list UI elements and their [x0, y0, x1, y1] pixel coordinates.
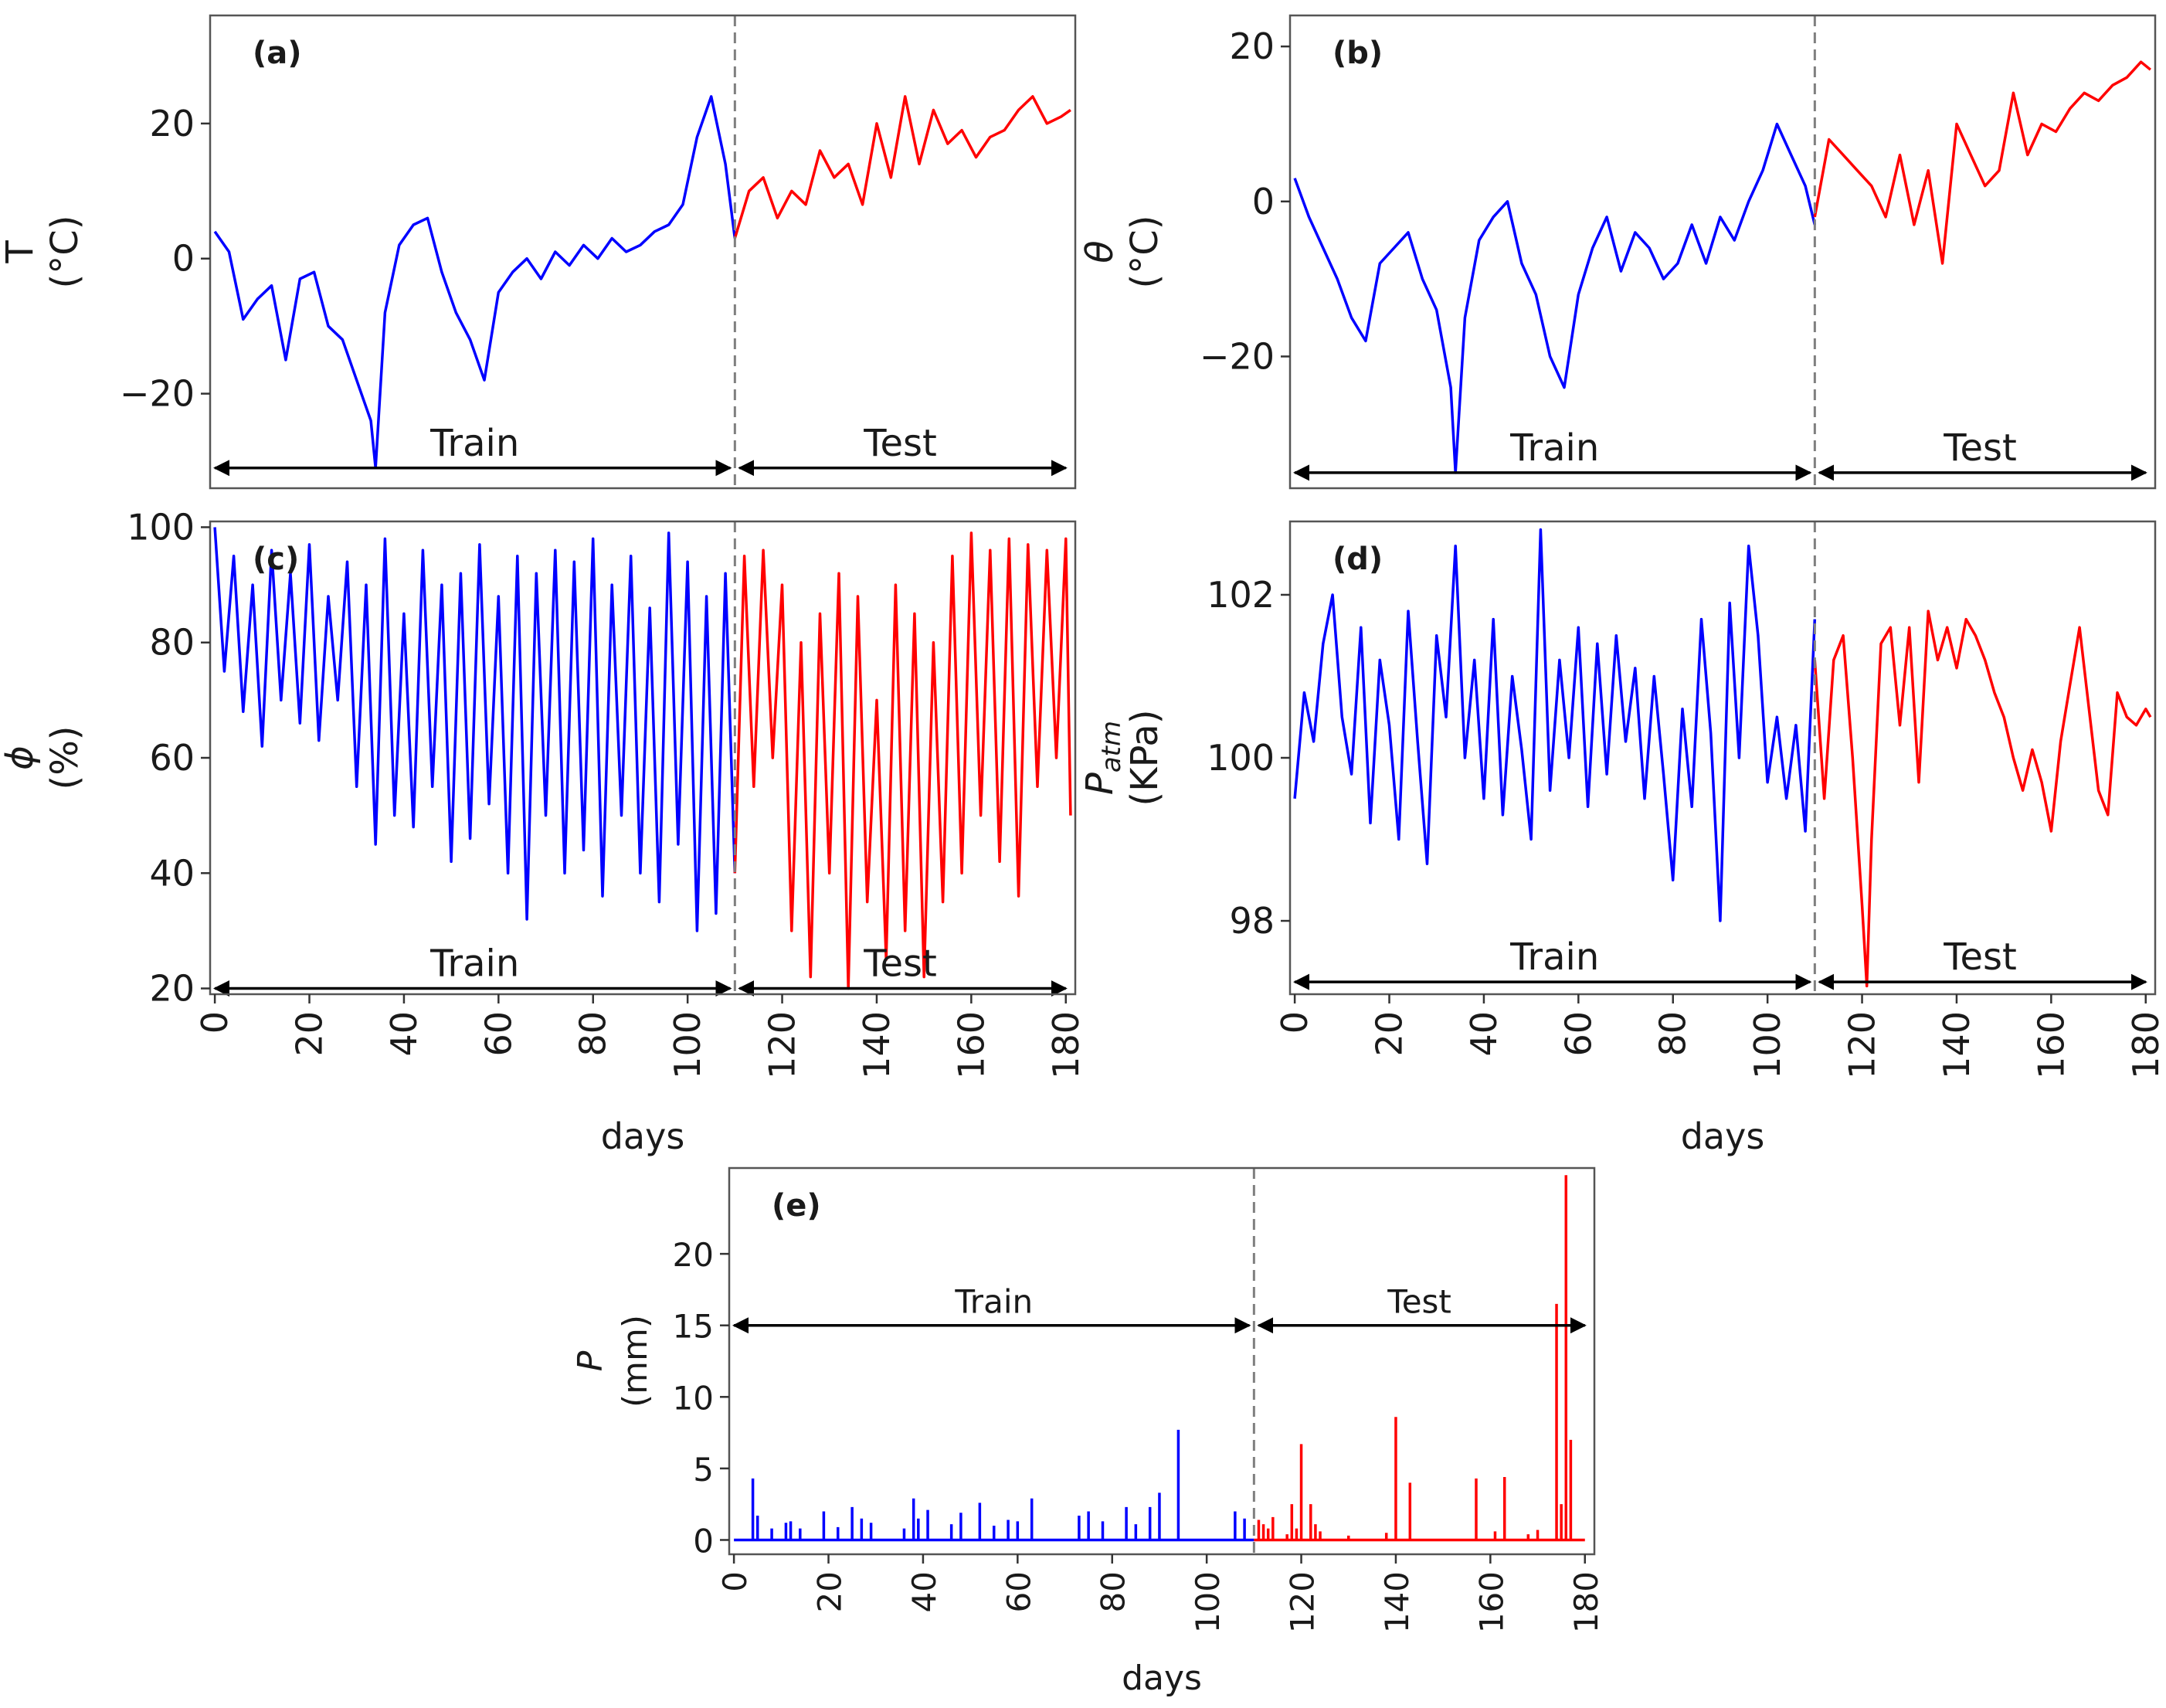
x-tick-label: 0 [716, 1571, 754, 1592]
series-d-train [1293, 528, 1817, 922]
panel-d: Train Test 98 100 102 0 20 40 60 80 100 120 140 160 18… [1078, 520, 2166, 1157]
y-tick-label: 20 [149, 103, 195, 144]
panel-e: Train Test 0 5 10 15 20 0 20 40 60 80 100 120 140 160 18… [571, 1166, 1605, 1698]
y-tick-label: 80 [149, 622, 195, 664]
x-axis-label: days [1681, 1115, 1765, 1157]
series-e-test [1254, 1175, 1585, 1542]
x-axis-label: days [1122, 1659, 1202, 1698]
x-tick-label: 140 [1936, 1011, 1978, 1079]
series-b-train [1293, 122, 1817, 474]
train-label: Train [429, 942, 519, 986]
x-tick-label: 0 [1274, 1011, 1316, 1034]
panel-tag: (c) [253, 542, 299, 577]
y-tick-label: 60 [149, 737, 195, 779]
x-tick-label: 80 [572, 1011, 614, 1057]
series-c-test [733, 531, 1072, 990]
x-tick-label: 100 [1189, 1571, 1227, 1633]
series-b-test [1813, 60, 2152, 265]
x-tick-label: 120 [1842, 1011, 1883, 1079]
y-axis-label: T(°C) [0, 216, 87, 289]
y-tick-label: 0 [693, 1522, 714, 1560]
x-tick-label: 160 [950, 1011, 992, 1079]
y-tick-label: 20 [149, 968, 195, 1010]
y-axis-label: P (mm) [571, 1315, 655, 1407]
x-tick-label: 140 [1378, 1571, 1416, 1633]
y-axis-label: θ(°C) [1078, 216, 1166, 289]
y-axis-label: ϕ(%) [0, 725, 87, 789]
test-label: Test [863, 422, 937, 465]
train-label: Train [1509, 935, 1599, 979]
x-tick-label: 40 [905, 1571, 943, 1612]
y-tick-label: −20 [1200, 335, 1275, 377]
axes-frame [209, 14, 1077, 490]
x-tick-label: 120 [762, 1011, 803, 1079]
x-tick-label: 80 [1652, 1011, 1694, 1057]
series-a-test [733, 95, 1071, 239]
series-d-test [1813, 610, 2152, 988]
x-tick-label: 40 [383, 1011, 425, 1057]
panel-a: Train Test −20 0 20 (a) T(°C) [0, 14, 1077, 490]
train-label: Train [429, 422, 519, 465]
x-tick-label: 20 [289, 1011, 331, 1057]
x-tick-label: 20 [811, 1571, 849, 1612]
panel-tag: (a) [253, 36, 302, 71]
x-tick-label: 120 [1284, 1571, 1322, 1633]
y-tick-label: 10 [673, 1379, 714, 1417]
train-label: Train [954, 1283, 1033, 1321]
y-tick-label: 0 [172, 238, 195, 280]
test-label: Test [1943, 935, 2017, 979]
y-tick-label: 15 [673, 1308, 714, 1346]
x-tick-label: 100 [1747, 1011, 1788, 1079]
axes-frame [1288, 14, 2157, 490]
x-tick-label: 80 [1095, 1571, 1132, 1612]
x-tick-label: 60 [1557, 1011, 1599, 1057]
test-label: Test [1387, 1283, 1451, 1321]
axes-frame [728, 1166, 1596, 1556]
x-tick-label: 180 [1045, 1011, 1087, 1079]
series-a-train [213, 95, 737, 470]
series-c-train [213, 527, 737, 932]
x-tick-label: 180 [1567, 1571, 1605, 1633]
y-tick-label: 0 [1252, 181, 1275, 222]
panel-tag: (e) [772, 1188, 821, 1224]
x-tick-label: 100 [667, 1011, 708, 1079]
panel-b: Train Test −20 0 20 (b) θ(°C) [1078, 14, 2157, 490]
test-label: Test [1943, 426, 2017, 470]
y-tick-label: 20 [673, 1236, 714, 1274]
x-tick-label: 60 [1000, 1571, 1037, 1612]
x-tick-label: 40 [1463, 1011, 1505, 1057]
y-tick-label: −20 [120, 373, 195, 415]
panel-tag: (b) [1333, 36, 1383, 71]
y-tick-label: 98 [1229, 900, 1275, 942]
test-label: Test [863, 942, 937, 986]
series-e-train [734, 1429, 1254, 1542]
y-tick-label: 20 [1229, 25, 1275, 67]
x-tick-label: 140 [856, 1011, 898, 1079]
y-axis-label: Patm(KPa) [1078, 709, 1166, 806]
x-axis-label: days [601, 1115, 685, 1157]
x-tick-label: 160 [1472, 1571, 1510, 1633]
y-tick-label: 100 [127, 506, 195, 548]
y-tick-label: 40 [149, 852, 195, 894]
x-tick-label: 60 [477, 1011, 519, 1057]
x-tick-label: 180 [2125, 1011, 2166, 1079]
y-tick-label: 5 [693, 1451, 714, 1489]
panel-tag: (d) [1333, 542, 1383, 577]
x-tick-label: 0 [194, 1011, 236, 1034]
x-tick-label: 20 [1369, 1011, 1411, 1057]
y-tick-label: 102 [1207, 574, 1275, 616]
train-label: Train [1509, 426, 1599, 470]
y-tick-label: 100 [1207, 737, 1275, 779]
x-tick-label: 160 [2030, 1011, 2072, 1079]
